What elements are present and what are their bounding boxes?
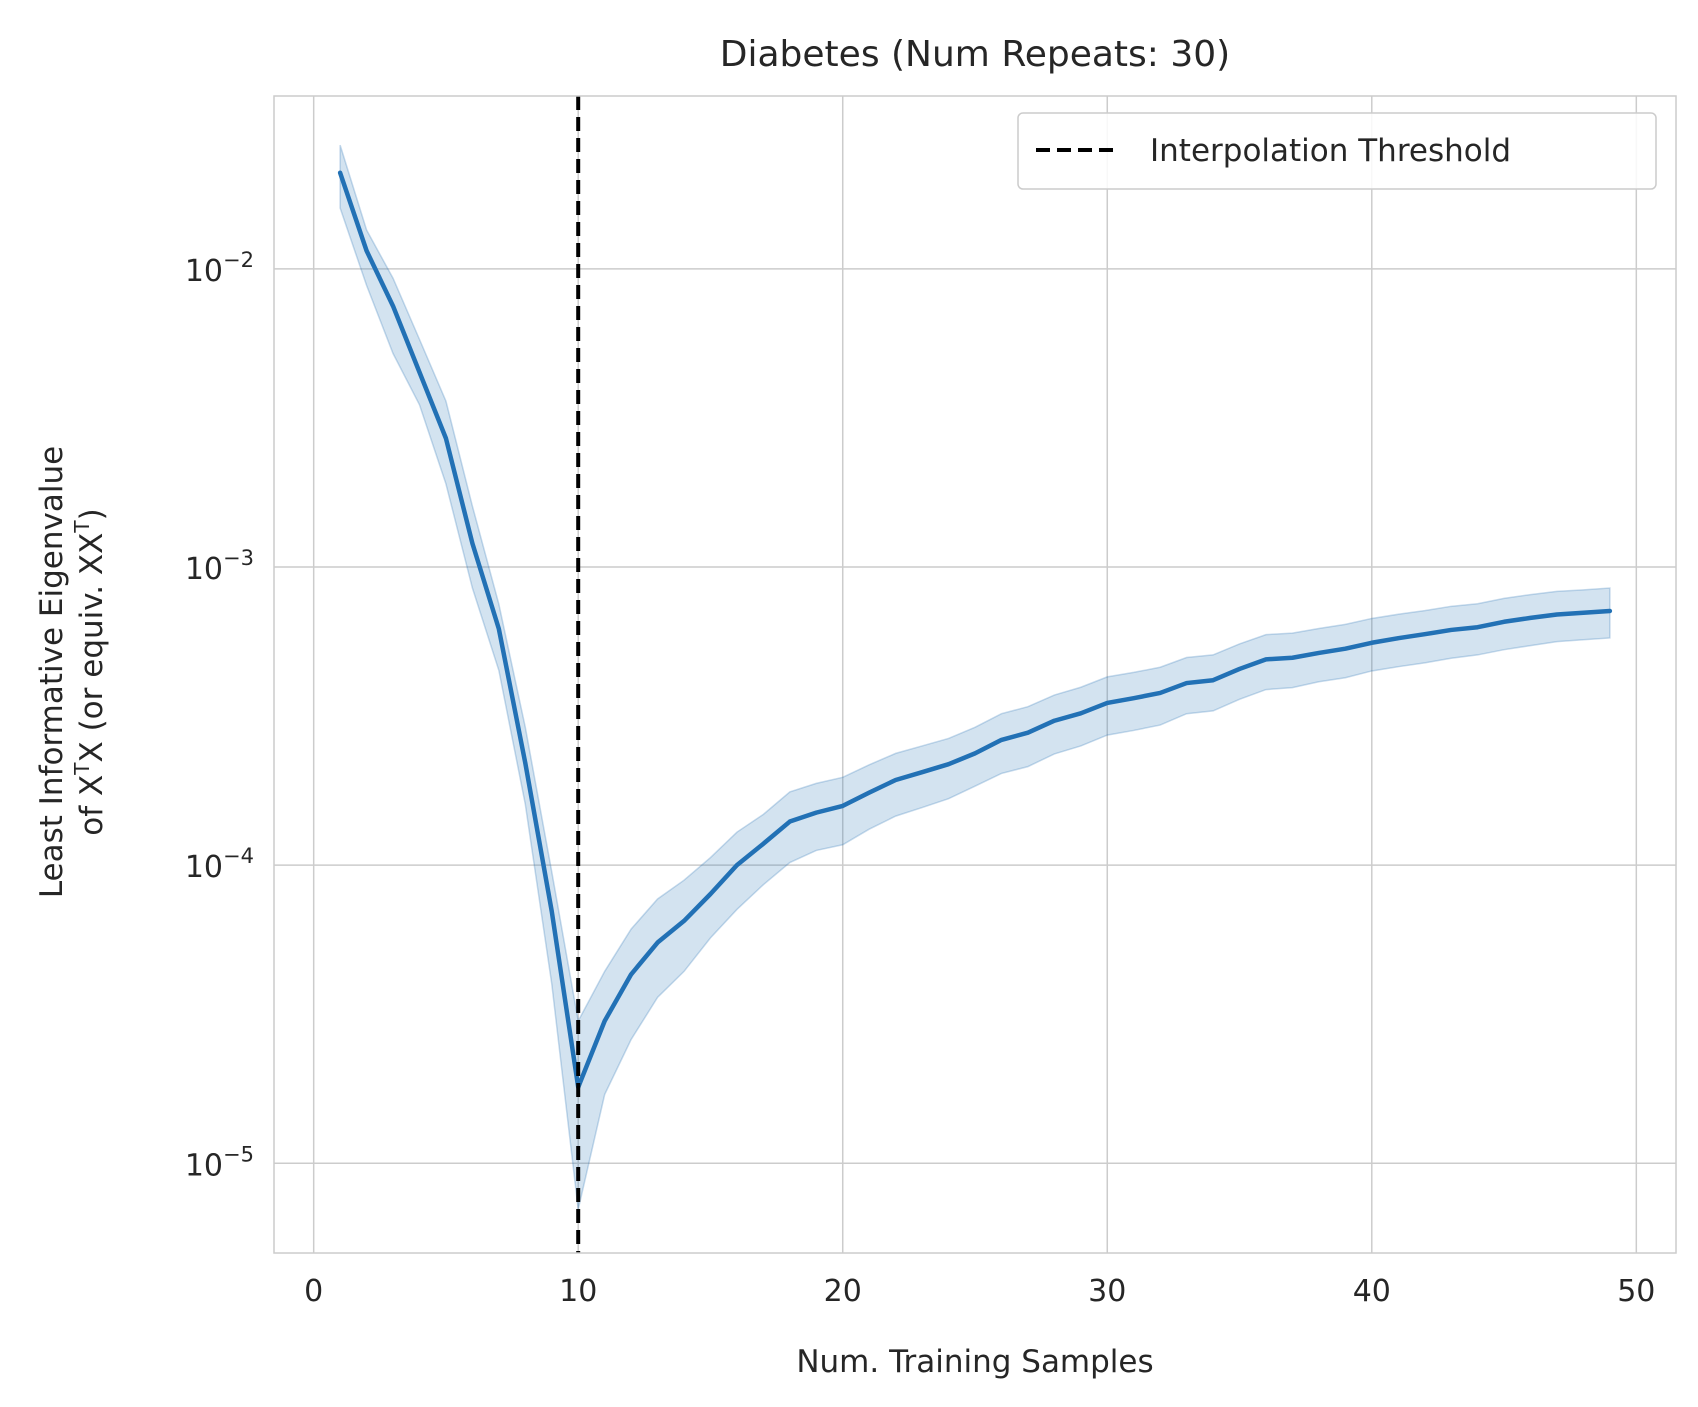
legend: Interpolation Threshold bbox=[1017, 112, 1657, 190]
y-axis-label-line1: Least Informative Eigenvalue bbox=[34, 446, 70, 898]
x-tick-label: 10 bbox=[559, 1274, 597, 1309]
chart-title: Diabetes (Num Repeats: 30) bbox=[720, 34, 1230, 75]
x-tick-labels: 0 10 20 30 40 50 bbox=[304, 1274, 1655, 1309]
y-label-sup-1: T bbox=[70, 762, 94, 776]
y-axis-label: Least Informative Eigenvalue of XTX (or … bbox=[34, 446, 110, 898]
y-tick-label: 10−5 bbox=[185, 1142, 254, 1183]
y-label-prefix: of X bbox=[74, 775, 110, 836]
plot-frame bbox=[273, 95, 1677, 1254]
legend-box bbox=[1017, 112, 1657, 190]
x-tick-label: 30 bbox=[1088, 1274, 1126, 1309]
legend-threshold-label: Interpolation Threshold bbox=[1150, 133, 1511, 169]
y-tick-label: 10−4 bbox=[185, 844, 254, 885]
y-tick-label: 10−2 bbox=[185, 248, 254, 289]
x-axis-label: Num. Training Samples bbox=[796, 1344, 1153, 1380]
y-tick-label: 10−3 bbox=[185, 546, 254, 587]
y-label-sup-2: T bbox=[70, 520, 94, 534]
series-line-layer bbox=[337, 170, 1613, 1090]
y-label-mid: X (or equiv. XX bbox=[74, 533, 110, 763]
x-tick-label: 40 bbox=[1353, 1274, 1391, 1309]
series-line bbox=[337, 170, 1613, 1090]
y-axis-label-line2: of XTX (or equiv. XXT) bbox=[70, 508, 110, 835]
x-tick-label: 20 bbox=[824, 1274, 862, 1309]
y-tick-labels: 10−5 10−4 10−3 10−2 bbox=[185, 248, 254, 1183]
x-tick-label: 0 bbox=[304, 1274, 323, 1309]
y-label-suffix: ) bbox=[74, 508, 110, 520]
x-tick-label: 50 bbox=[1617, 1274, 1655, 1309]
